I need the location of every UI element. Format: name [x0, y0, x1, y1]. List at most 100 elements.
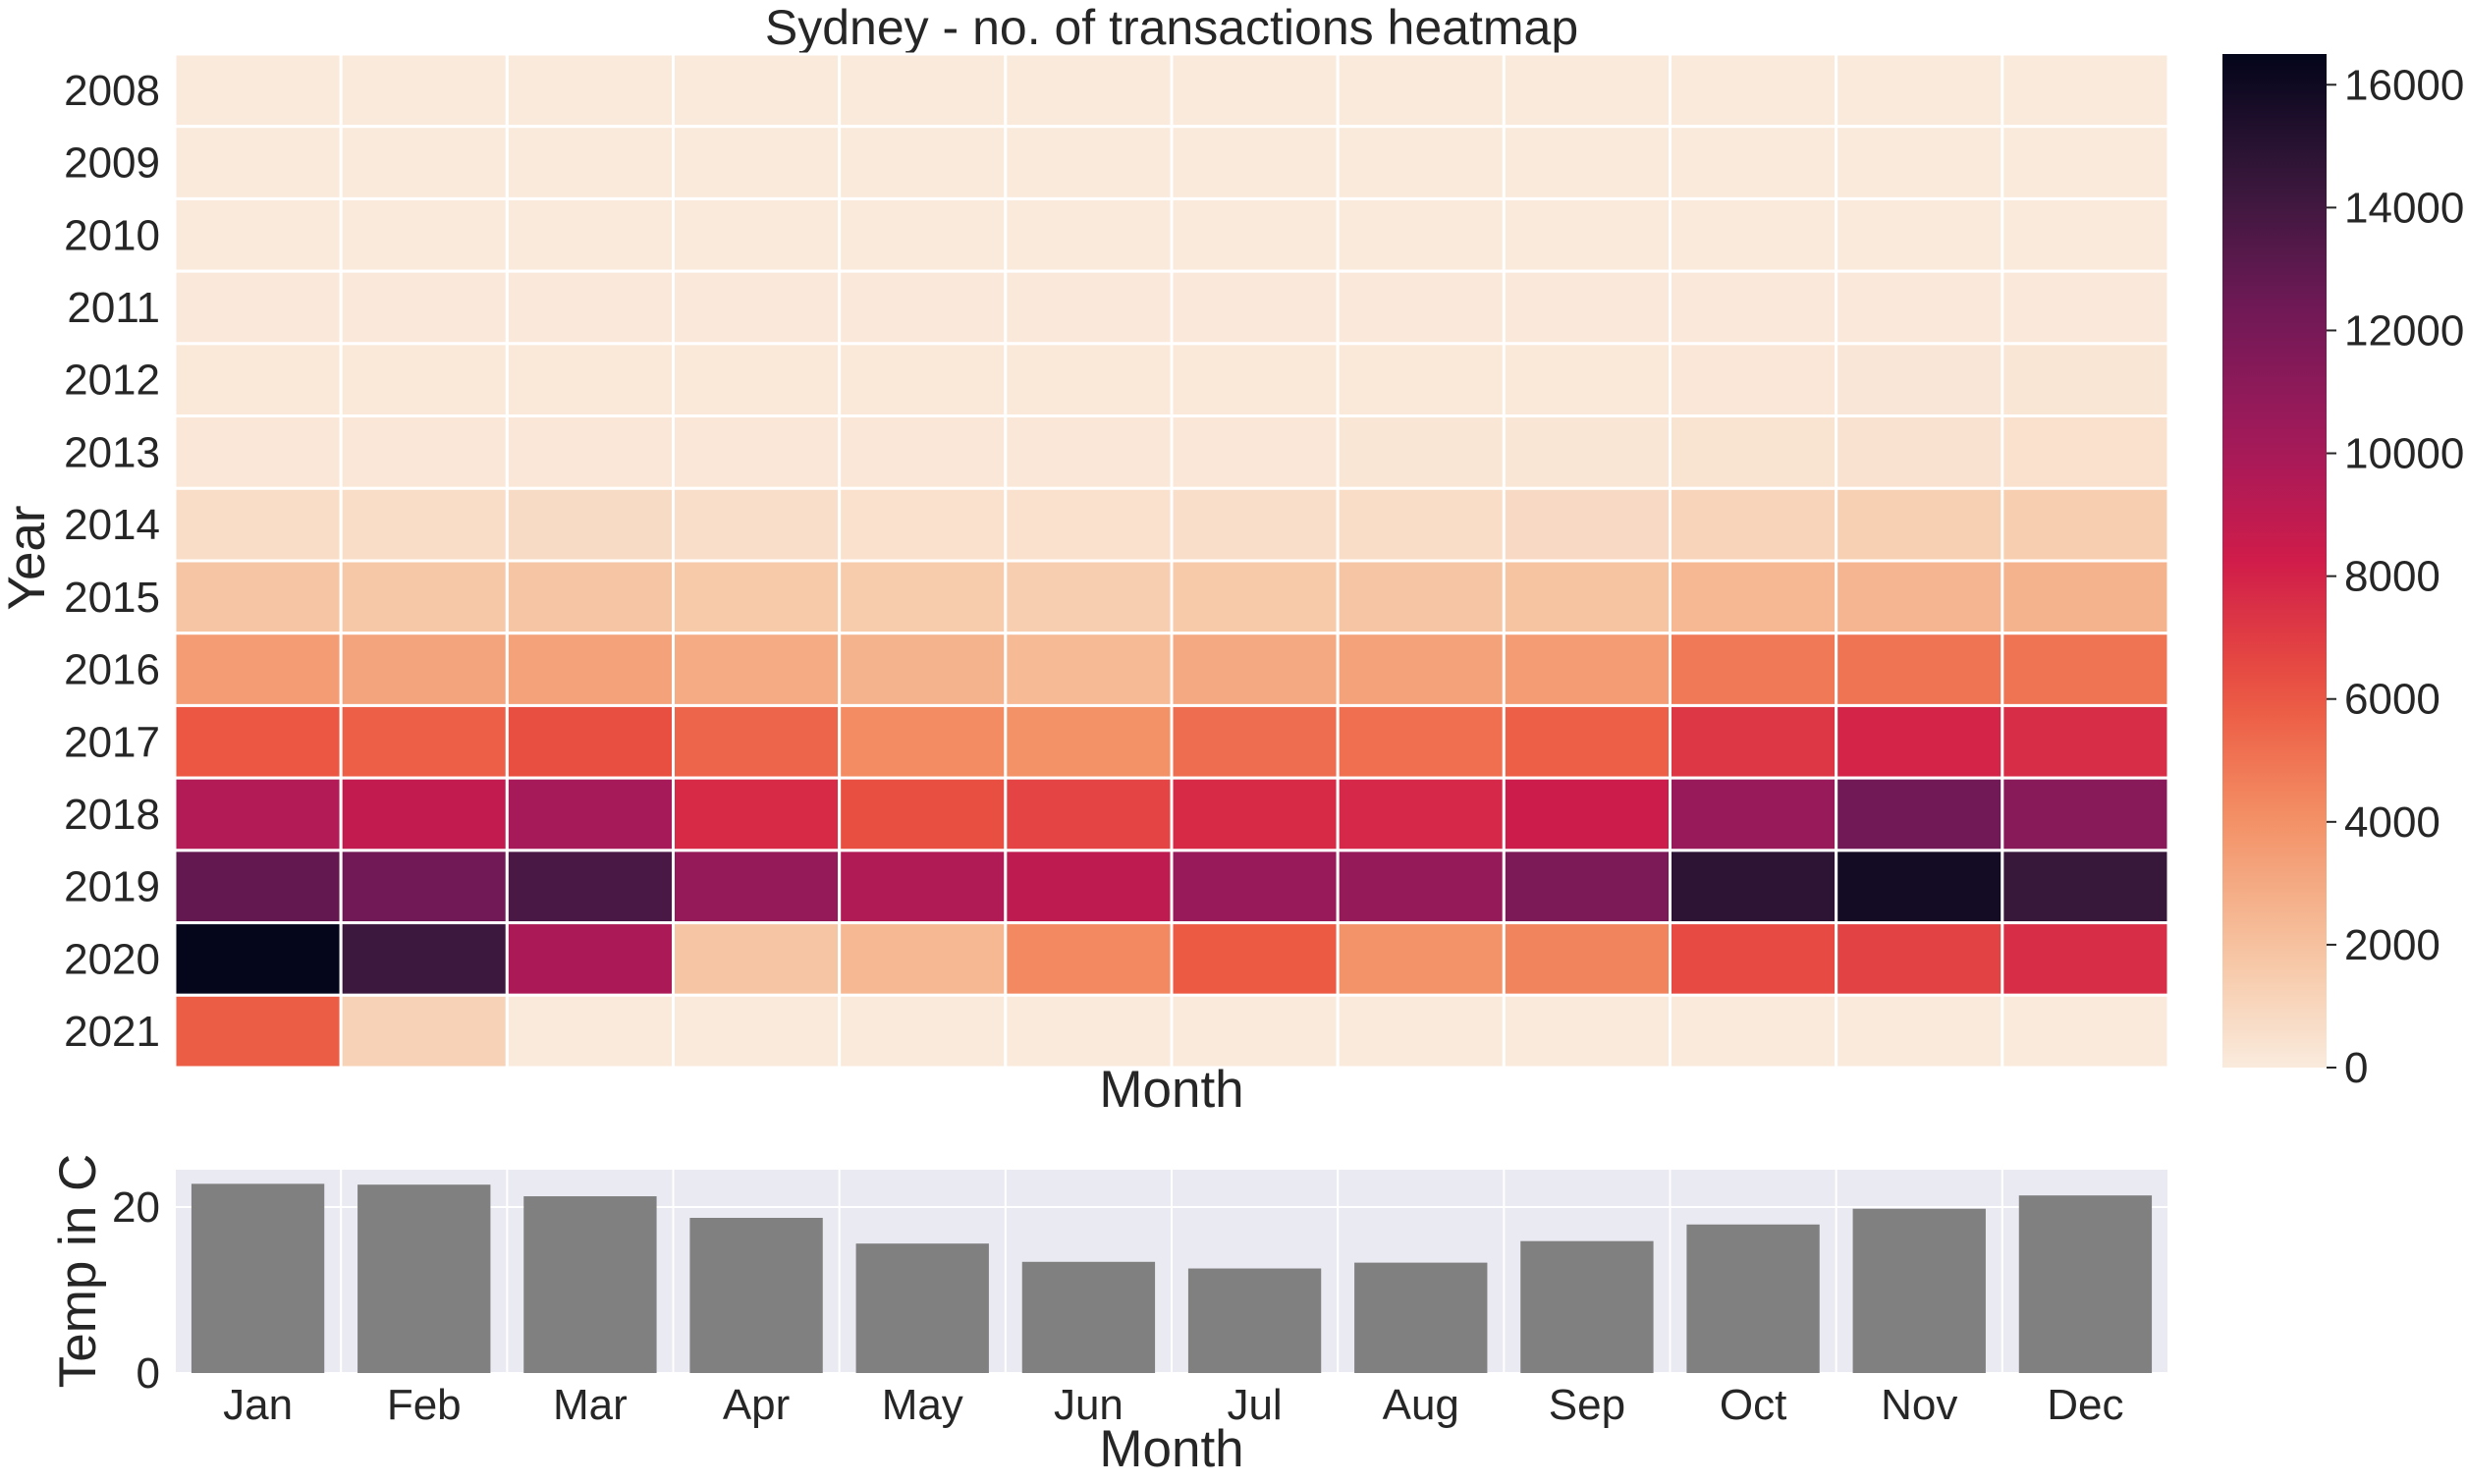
heatmap-cell — [1835, 486, 2004, 563]
heatmap-cell — [672, 486, 842, 563]
heatmap-cell — [1669, 776, 1838, 852]
heatmap-cell — [1170, 125, 1340, 200]
heatmap-cell — [1835, 342, 2004, 418]
heatmap-cell — [339, 559, 509, 635]
bar-x-tick-label: Nov — [1881, 1381, 1957, 1429]
colorbar: 0 2000 4000 6000 8000 10000 12000 14000 16000 — [2222, 54, 2464, 1092]
heatmap-cell — [1835, 559, 2004, 635]
heatmap-cell — [1669, 993, 1838, 1070]
heatmap-y-tick-label: 2020 — [64, 935, 160, 983]
heatmap-cell — [173, 196, 343, 273]
heatmap-cell — [1004, 849, 1174, 925]
heatmap-cell — [339, 993, 509, 1070]
heatmap-cell — [173, 269, 343, 346]
heatmap-cell — [173, 342, 343, 418]
colorbar-tick-label: 8000 — [2344, 553, 2440, 601]
bar-x-tick-label: Aug — [1383, 1381, 1459, 1429]
heatmap-cell — [1170, 921, 1340, 997]
heatmap-cell — [339, 486, 509, 563]
heatmap-cell — [2001, 632, 2170, 707]
heatmap-cell — [1502, 342, 1672, 418]
heatmap-cell — [1336, 125, 1506, 200]
heatmap-title: Sydney - no. of transactions heatmap — [765, 0, 1578, 55]
bar-x-axis-label: Month — [1099, 1420, 1243, 1478]
heatmap-cell — [1004, 703, 1174, 780]
heatmap-cell — [838, 632, 1008, 707]
heatmap-cell — [1502, 776, 1672, 852]
heatmap-cell — [1669, 921, 1838, 997]
heatmap-cell — [173, 703, 343, 780]
heatmap-cell — [505, 125, 675, 200]
heatmap-cell — [672, 52, 842, 129]
heatmap-cell — [1669, 559, 1838, 635]
heatmap-cell — [672, 559, 842, 635]
bar-y-tick-label: 0 — [137, 1349, 160, 1398]
bar-y-tick-labels: 0 20 — [112, 1183, 160, 1398]
heatmap-cell — [1669, 849, 1838, 925]
bar-x-tick-label: May — [882, 1381, 963, 1429]
temperature-bar — [523, 1196, 657, 1373]
heatmap-cell — [1336, 486, 1506, 563]
heatmap-cell — [838, 921, 1008, 997]
heatmap-cell — [838, 849, 1008, 925]
heatmap-cell — [1835, 849, 2004, 925]
heatmap-cell — [173, 125, 343, 200]
heatmap-cell — [1669, 125, 1838, 200]
heatmap-y-tick-label: 2014 — [64, 501, 160, 549]
bar-x-tick-label: Oct — [1720, 1381, 1786, 1429]
temperature-bar — [2018, 1195, 2153, 1373]
heatmap-cells — [173, 52, 2170, 1070]
heatmap-cell — [838, 776, 1008, 852]
heatmap-cell — [505, 414, 675, 490]
heatmap-cell — [2001, 486, 2170, 563]
heatmap-cell — [1502, 849, 1672, 925]
heatmap-cell — [838, 993, 1008, 1070]
heatmap-cell — [2001, 776, 2170, 852]
heatmap-cell — [505, 632, 675, 707]
heatmap-y-tick-label: 2012 — [64, 357, 160, 405]
heatmap-cell — [1170, 849, 1340, 925]
heatmap-y-tick-label: 2018 — [64, 791, 160, 839]
bar-marks — [191, 1183, 2153, 1373]
heatmap-cell — [838, 125, 1008, 200]
heatmap-cell — [505, 342, 675, 418]
heatmap-cell — [672, 776, 842, 852]
heatmap-cell — [1502, 125, 1672, 200]
heatmap-cell — [1669, 342, 1838, 418]
colorbar-tick-label: 12000 — [2344, 306, 2464, 355]
heatmap-cell — [173, 632, 343, 707]
heatmap-cell — [1004, 342, 1174, 418]
heatmap-cell — [505, 486, 675, 563]
heatmap-cell — [1502, 269, 1672, 346]
bar-grid — [174, 1170, 2169, 1374]
heatmap-cell — [1502, 414, 1672, 490]
heatmap-cell — [1502, 486, 1672, 563]
heatmap-y-tick-label: 2010 — [64, 211, 160, 259]
colorbar-tick-label: 4000 — [2344, 798, 2440, 847]
heatmap-cell — [1004, 125, 1174, 200]
heatmap-cell — [2001, 414, 2170, 490]
heatmap-y-axis-label: Year — [0, 505, 56, 610]
heatmap-cell — [173, 414, 343, 490]
bar-x-tick-labels: Jan Feb Mar Apr May Jun Jul Aug Sep Oct Nov Dec — [223, 1381, 2123, 1429]
heatmap-cell — [339, 414, 509, 490]
heatmap-cell — [1004, 414, 1174, 490]
heatmap-cell — [2001, 196, 2170, 273]
colorbar-tick-label: 2000 — [2344, 921, 2440, 969]
heatmap-cell — [1336, 269, 1506, 346]
temperature-bar — [689, 1218, 823, 1373]
colorbar-tick-label: 16000 — [2344, 61, 2464, 109]
heatmap-cell — [505, 52, 675, 129]
heatmap-cell — [1170, 993, 1340, 1070]
heatmap-cell — [505, 993, 675, 1070]
heatmap-cell — [1835, 703, 2004, 780]
heatmap-cell — [339, 342, 509, 418]
bar-x-tick-label: Sep — [1549, 1381, 1625, 1429]
heatmap-cell — [1336, 632, 1506, 707]
heatmap-chart: Sydney - no. of transactions heatmap 200… — [0, 0, 2170, 1119]
heatmap-cell — [672, 196, 842, 273]
heatmap-cell — [1170, 703, 1340, 780]
heatmap-cell — [173, 52, 343, 129]
heatmap-cell — [1170, 559, 1340, 635]
heatmap-cell — [1835, 632, 2004, 707]
